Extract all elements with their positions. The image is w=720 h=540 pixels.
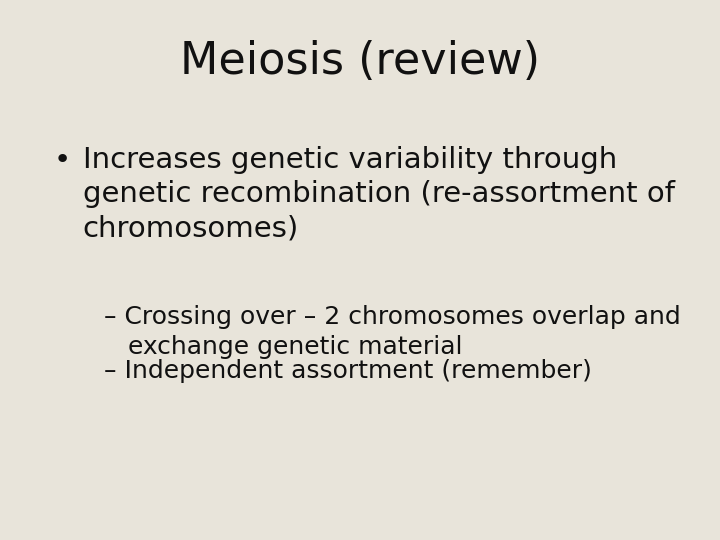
Text: – Crossing over – 2 chromosomes overlap and
   exchange genetic material: – Crossing over – 2 chromosomes overlap … xyxy=(104,305,681,359)
Text: •: • xyxy=(54,146,71,174)
Text: Increases genetic variability through
genetic recombination (re-assortment of
ch: Increases genetic variability through ge… xyxy=(83,146,675,243)
Text: – Independent assortment (remember): – Independent assortment (remember) xyxy=(104,359,593,383)
Text: Meiosis (review): Meiosis (review) xyxy=(180,40,540,84)
